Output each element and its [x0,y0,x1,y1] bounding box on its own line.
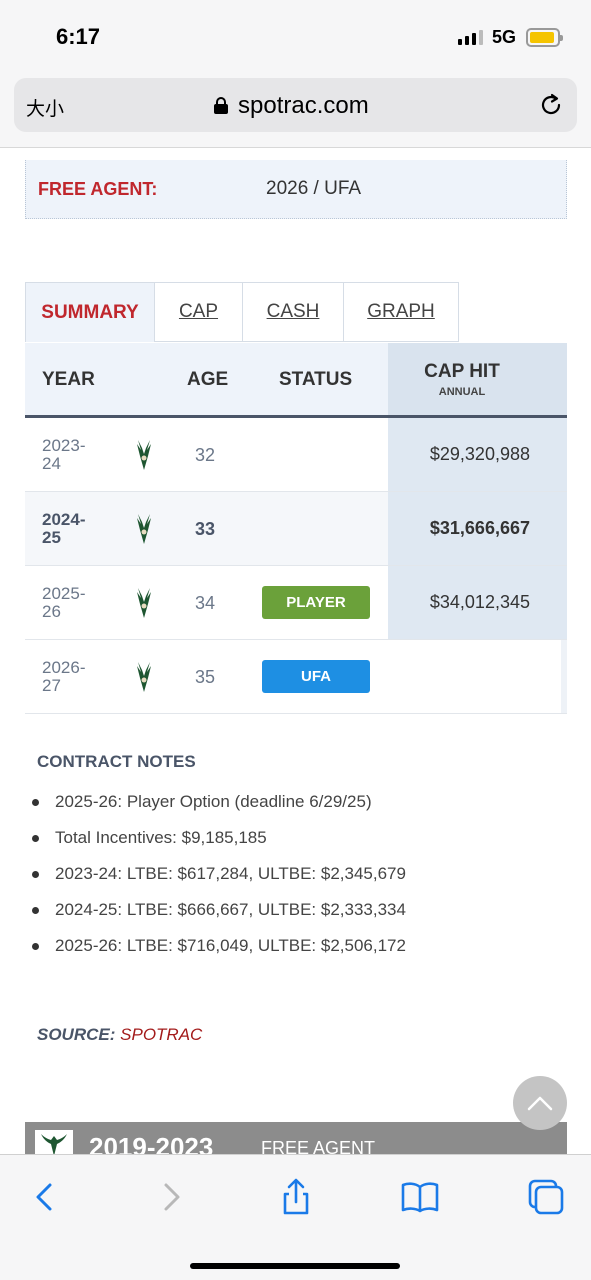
row-age: 32 [195,445,216,465]
bucks-logo-icon [137,662,151,692]
text-size-button[interactable]: 大小 [26,98,65,120]
table-row: 2026- 27 35 UFA [25,640,567,714]
browser-toolbar [0,1154,591,1280]
source-label: SOURCE: [37,1025,116,1044]
lock-icon [214,97,228,114]
table-header: YEAR AGE STATUS CAP HIT ANNUAL [25,343,567,418]
tab-summary[interactable]: SUMMARY [25,282,155,342]
table-row: 2024- 25 33 $31,666,667 [25,492,567,566]
status-badge-player[interactable]: PLAYER [262,586,370,619]
forward-icon[interactable] [152,1177,192,1217]
list-item: Total Incentives: $9,185,185 [29,826,406,862]
list-item: 2025-26: LTBE: $716,049, ULTBE: $2,506,1… [29,934,406,970]
bookmarks-icon[interactable] [400,1177,440,1217]
row-year: 2023- 24 [42,436,86,473]
reload-icon[interactable] [538,92,564,118]
next-contract-type: FREE AGENT [261,1138,376,1154]
bucks-logo-icon [35,1130,73,1154]
contract-tabs: SUMMARY CAP CASH GRAPH [25,282,459,342]
free-agent-label: FREE AGENT: [38,179,158,199]
signal-icon [458,30,483,45]
tab-cash[interactable]: CASH [243,282,344,342]
tabs-icon[interactable] [526,1177,566,1217]
source-link[interactable]: SPOTRAC [120,1025,203,1044]
bucks-logo-icon [137,514,151,544]
list-item: 2023-24: LTBE: $617,284, ULTBE: $2,345,6… [29,862,406,898]
list-item: 2025-26: Player Option (deadline 6/29/25… [29,790,406,826]
home-indicator [190,1263,400,1269]
bucks-logo-icon [137,440,151,470]
tab-graph[interactable]: GRAPH [344,282,459,342]
row-cap-hit: $29,320,988 [388,418,567,491]
table-row: 2023- 24 32 $29,320,988 [25,418,567,492]
battery-icon [526,28,563,47]
share-icon[interactable] [276,1177,316,1217]
row-age: 34 [195,593,216,613]
row-cap-hit: $34,012,345 [388,566,567,639]
row-cap-hit [388,640,567,713]
contract-notes-title: CONTRACT NOTES [37,752,196,771]
header-cap-hit[interactable]: CAP HIT ANNUAL [388,343,567,415]
contract-notes-list: 2025-26: Player Option (deadline 6/29/25… [29,790,406,970]
row-year: 2025- 26 [42,584,86,621]
row-year: 2024- 25 [42,510,86,547]
chevron-up-icon [527,1096,553,1111]
table-row: 2025- 26 34 PLAYER $34,012,345 [25,566,567,640]
row-age: 33 [195,519,216,539]
free-agent-box: FREE AGENT: 2026 / UFA [25,160,567,219]
row-year: 2026- 27 [42,658,86,695]
free-agent-value: 2026 / UFA [266,178,362,199]
page-content: FREE AGENT: 2026 / UFA SUMMARY CAP CASH … [0,148,591,1154]
header-status: STATUS [279,369,353,390]
header-year: YEAR [42,369,95,390]
scroll-to-top-button[interactable] [513,1076,567,1130]
next-contract-header[interactable]: 2019-2023 FREE AGENT [25,1122,567,1154]
browser-address-area: 大小 spotrac.com [0,76,591,148]
header-cap-hit-sub: ANNUAL [438,386,486,398]
next-contract-years: 2019-2023 [89,1132,214,1154]
status-time: 6:17 [56,24,101,49]
address-bar[interactable]: 大小 spotrac.com [14,78,577,132]
bucks-logo-icon [137,588,151,618]
row-cap-hit: $31,666,667 [388,492,567,565]
contract-table: YEAR AGE STATUS CAP HIT ANNUAL 2023- 24 3… [25,343,567,714]
status-badge-ufa[interactable]: UFA [262,660,370,693]
row-age: 35 [195,667,216,687]
network-type: 5G [492,27,517,47]
header-cap-hit-label: CAP HIT [424,361,500,382]
list-item: 2024-25: LTBE: $666,667, ULTBE: $2,333,3… [29,898,406,934]
url-text[interactable]: spotrac.com [238,92,369,119]
status-bar: 6:17 5G [0,0,591,76]
tab-cap[interactable]: CAP [155,282,243,342]
header-age: AGE [187,369,229,390]
back-icon[interactable] [24,1177,64,1217]
source-line: SOURCE: SPOTRAC [37,1025,202,1045]
